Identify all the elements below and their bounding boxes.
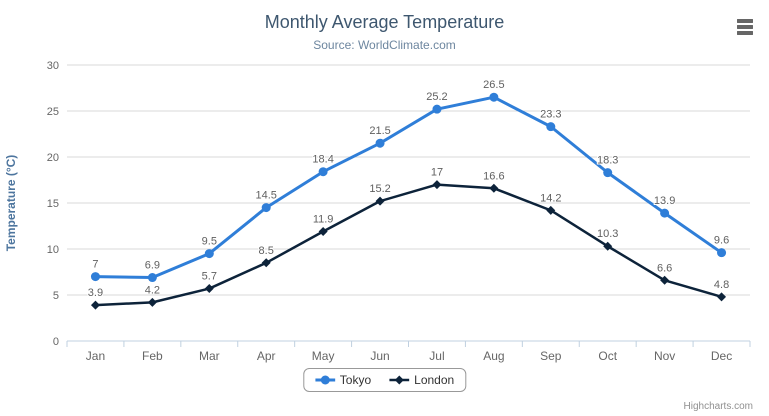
data-label: 25.2 [426, 91, 447, 103]
data-label: 9.5 [202, 236, 217, 248]
data-point-london-nov[interactable] [660, 275, 670, 285]
y-axis-label: 0 [53, 336, 59, 348]
legend-item-tokyo[interactable]: Tokyo [314, 373, 372, 387]
data-point-tokyo-jun[interactable] [375, 138, 385, 148]
data-label: 23.3 [540, 109, 561, 121]
data-label: 6.9 [145, 260, 160, 272]
data-point-tokyo-apr[interactable] [261, 203, 271, 213]
x-axis-label: Jan [86, 349, 105, 363]
y-axis-label: 20 [47, 152, 59, 164]
data-label: 6.6 [657, 262, 672, 274]
data-point-london-jan[interactable] [90, 300, 100, 310]
x-axis-label: Nov [654, 349, 675, 363]
chart-subtitle: Source: WorldClimate.com [313, 38, 456, 52]
data-label: 14.5 [255, 190, 276, 202]
data-label: 3.9 [88, 287, 103, 299]
data-point-london-apr[interactable] [261, 258, 271, 268]
tokyo-legend-marker [314, 375, 335, 385]
data-point-london-dec[interactable] [717, 292, 727, 302]
legend-label-tokyo: Tokyo [339, 373, 372, 387]
data-point-tokyo-feb[interactable] [147, 273, 157, 283]
data-label: 15.2 [369, 183, 390, 195]
data-point-london-sep[interactable] [546, 205, 556, 215]
data-point-tokyo-may[interactable] [318, 167, 328, 177]
data-point-tokyo-mar[interactable] [204, 249, 214, 259]
x-axis-label: Sep [540, 349, 562, 363]
legend: Tokyo London [302, 368, 467, 392]
data-label: 9.6 [714, 235, 729, 247]
data-label: 8.5 [259, 245, 274, 257]
data-label: 26.5 [483, 79, 504, 91]
data-point-london-jul[interactable] [432, 180, 442, 190]
x-axis-label: Mar [199, 349, 220, 363]
data-point-tokyo-dec[interactable] [717, 248, 727, 258]
data-point-tokyo-jan[interactable] [90, 272, 100, 282]
data-label: 17 [431, 167, 443, 179]
data-point-london-oct[interactable] [603, 241, 613, 251]
y-axis-title: Temperature (°C) [4, 155, 18, 252]
data-label: 4.8 [714, 279, 729, 291]
legend-item-london[interactable]: London [389, 373, 454, 387]
data-point-tokyo-aug[interactable] [489, 92, 499, 102]
data-label: 11.9 [313, 214, 334, 226]
x-axis-label: Jul [429, 349, 444, 363]
data-point-london-may[interactable] [318, 227, 328, 237]
data-point-london-feb[interactable] [147, 297, 157, 307]
data-point-london-aug[interactable] [489, 183, 499, 193]
data-point-tokyo-sep[interactable] [546, 122, 556, 132]
credits-link[interactable]: Highcharts.com [683, 401, 753, 412]
legend-label-london: London [414, 373, 455, 387]
data-label: 4.2 [145, 284, 160, 296]
hamburger-menu-icon [737, 31, 753, 35]
export-menu-button[interactable] [732, 14, 758, 40]
x-axis-label: Dec [711, 349, 732, 363]
x-axis-label: Oct [598, 349, 617, 363]
data-point-tokyo-oct[interactable] [603, 168, 613, 178]
series-line-london [94, 183, 723, 307]
hamburger-menu-icon [737, 19, 753, 23]
y-axis-label: 25 [47, 106, 59, 118]
data-point-london-jun[interactable] [375, 196, 385, 206]
data-label: 7 [92, 259, 98, 271]
london-legend-marker [389, 375, 410, 385]
data-label: 13.9 [654, 195, 675, 207]
y-axis-label: 10 [47, 244, 59, 256]
x-axis-label: Jun [370, 349, 389, 363]
y-axis-label: 30 [47, 60, 59, 72]
data-label: 21.5 [369, 125, 390, 137]
x-axis-label: Apr [257, 349, 276, 363]
data-label: 5.7 [202, 271, 217, 283]
data-point-tokyo-nov[interactable] [660, 208, 670, 218]
data-point-london-mar[interactable] [204, 284, 214, 294]
data-label: 10.3 [597, 228, 618, 240]
x-axis-label: Feb [142, 349, 163, 363]
data-label: 18.4 [312, 154, 333, 166]
x-axis-label: May [312, 349, 335, 363]
x-axis-label: Aug [483, 349, 504, 363]
data-point-tokyo-jul[interactable] [432, 104, 442, 114]
hamburger-menu-icon [737, 25, 753, 29]
data-label: 14.2 [540, 192, 561, 204]
y-axis-label: 15 [47, 198, 59, 210]
y-axis-label: 5 [53, 290, 59, 302]
data-label: 18.3 [597, 155, 618, 167]
series-line-tokyo [93, 95, 724, 280]
data-label: 16.6 [483, 170, 504, 182]
chart-title: Monthly Average Temperature [264, 12, 505, 32]
